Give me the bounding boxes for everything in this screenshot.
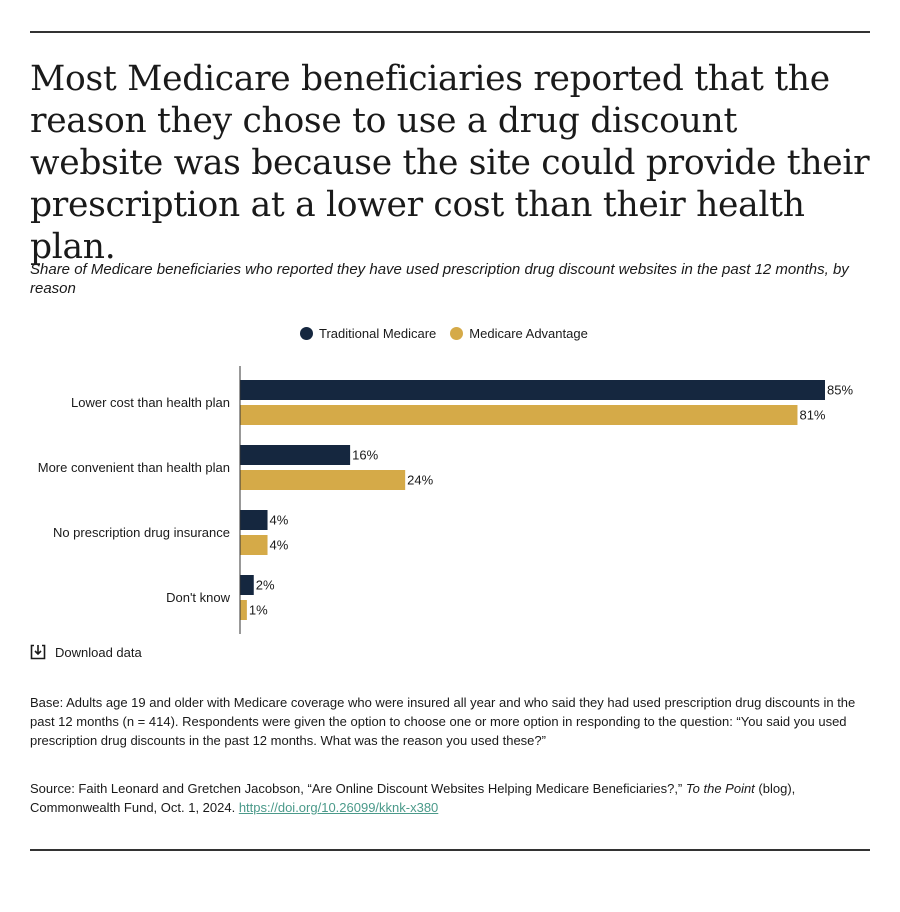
legend-label-advantage: Medicare Advantage [469, 326, 588, 341]
data-label: 85% [827, 383, 853, 398]
data-label: 1% [249, 603, 268, 618]
legend-swatch-advantage [450, 327, 464, 340]
source-doi-link[interactable]: https://doi.org/10.26099/kknk-x380 [238, 800, 439, 815]
data-label: 16% [352, 448, 378, 463]
bar-traditional-medicare [240, 575, 254, 595]
legend-label-traditional: Traditional Medicare [319, 326, 437, 341]
bar-chart: Lower cost than health plan 85%81% More co… [38, 366, 853, 634]
bar-traditional-medicare [240, 380, 825, 400]
bar-medicare-advantage [240, 405, 798, 425]
chart-title: Most Medicare beneficiaries reported tha… [30, 59, 870, 267]
top-rule [30, 31, 870, 33]
bar-traditional-medicare [240, 445, 351, 465]
data-label: 4% [270, 538, 289, 553]
legend-swatch-traditional [300, 327, 313, 340]
data-label: 24% [407, 473, 433, 488]
source-text: Source: Faith Leonard and Gretchen Jacob… [30, 781, 686, 796]
bar-traditional-medicare [240, 510, 268, 530]
download-data-button[interactable]: Download data [30, 644, 142, 660]
source-text-suffix: (blog), Commonwealth Fund, Oct. 1, 2024. [30, 781, 796, 815]
legend-item-traditional: Traditional Medicare [300, 326, 436, 341]
download-data-label: Download data [55, 644, 142, 660]
source-publication: To the Point [685, 781, 755, 796]
bar-medicare-advantage [240, 470, 406, 490]
legend-item-advantage: Medicare Advantage [450, 326, 588, 341]
category-label: No prescription drug insurance [53, 525, 230, 540]
chart-legend: Traditional Medicare Medicare Advantage [300, 326, 602, 341]
category-label: Don't know [166, 590, 231, 605]
source-note: Source: Faith Leonard and Gretchen Jacob… [30, 779, 875, 817]
chart-subtitle: Share of Medicare beneficiaries who repo… [30, 261, 849, 297]
category-label: More convenient than health plan [38, 460, 230, 475]
data-label: 2% [256, 578, 275, 593]
bar-medicare-advantage [240, 600, 247, 620]
bottom-rule [30, 849, 870, 851]
download-icon [30, 644, 46, 660]
category-label: Lower cost than health plan [71, 395, 230, 410]
data-label: 4% [270, 513, 289, 528]
data-label: 81% [799, 408, 825, 423]
bar-medicare-advantage [240, 535, 268, 555]
base-note: Base: Adults age 19 and older with Medic… [30, 695, 856, 748]
